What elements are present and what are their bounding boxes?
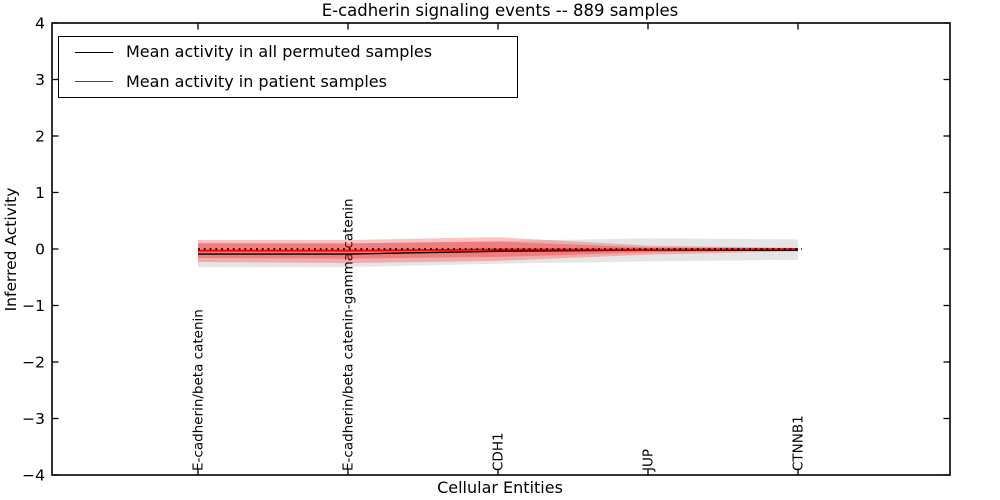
y-tick-label: −4 xyxy=(22,467,45,485)
y-tick-label: 0 xyxy=(35,241,45,259)
x-tick-label: E-cadherin/beta catenin-gamma catenin xyxy=(341,198,357,471)
legend-entry-permuted: Mean activity in all permuted samples xyxy=(59,38,517,66)
x-tick-label: CDH1 xyxy=(491,432,507,471)
y-tick-label: −3 xyxy=(22,410,45,428)
y-tick-label: 2 xyxy=(35,128,45,146)
patient-line-swatch xyxy=(75,81,113,83)
y-tick-label: 3 xyxy=(35,71,45,89)
y-tick-label: 4 xyxy=(35,15,45,33)
y-tick-label: −1 xyxy=(22,297,45,315)
y-tick-label: −2 xyxy=(22,354,45,372)
legend: Mean activity in all permuted samples Me… xyxy=(58,36,518,98)
permuted-samples-std-band xyxy=(198,238,798,268)
permuted-line-swatch xyxy=(75,51,113,53)
x-tick-label: CTNNB1 xyxy=(791,415,807,471)
legend-label-permuted: Mean activity in all permuted samples xyxy=(126,42,433,62)
y-tick-label: 1 xyxy=(35,184,45,202)
x-axis-label: Cellular Entities xyxy=(437,478,563,497)
legend-label-patient: Mean activity in patient samples xyxy=(126,71,387,91)
legend-entry-patient: Mean activity in patient samples xyxy=(59,68,517,96)
x-tick-label: JUP xyxy=(641,449,657,472)
chart-title: E-cadherin signaling events -- 889 sampl… xyxy=(321,1,679,20)
x-tick-label: E-cadherin/beta catenin xyxy=(191,309,207,471)
